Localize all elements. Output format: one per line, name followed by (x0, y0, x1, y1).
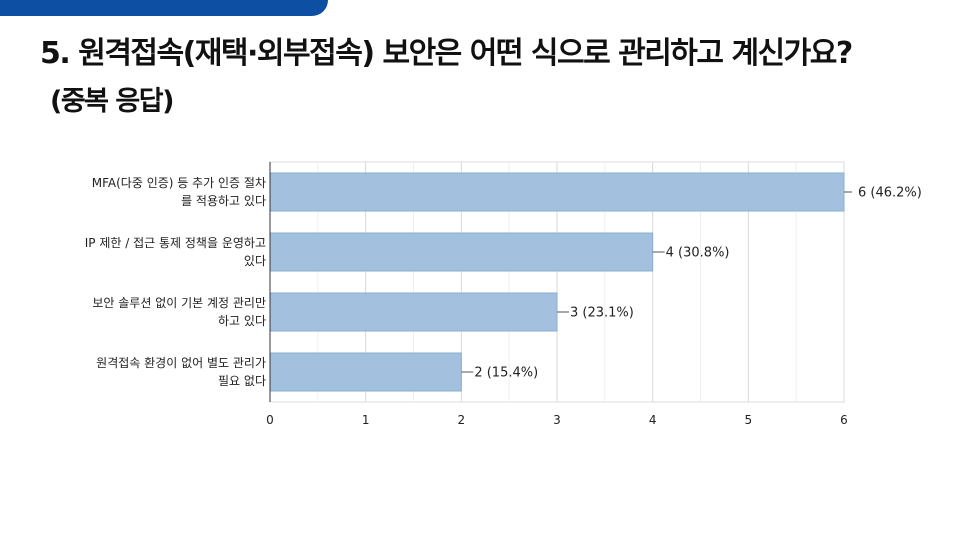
category-label: IP 제한 / 접근 통제 정책을 운영하고 (85, 235, 266, 250)
slide-subtitle: (중복 응답) (50, 86, 174, 117)
bar-value-label: 2 (15.4%) (474, 366, 538, 381)
bar-value-label: 3 (23.1%) (570, 306, 634, 321)
bar-value-label: 6 (46.2%) (858, 186, 922, 201)
slide-title: 5. 원격접속(재택·외부접속) 보안은 어떤 식으로 관리하고 계신가요? (40, 36, 853, 71)
x-tick-label: 1 (362, 413, 370, 427)
bar (269, 292, 558, 332)
category-label: 를 적용하고 있다 (181, 194, 266, 208)
bar (269, 232, 654, 272)
x-tick-label: 6 (840, 413, 848, 427)
category-label: 원격접속 환경이 없어 별도 관리가 (96, 356, 266, 370)
category-label: 필요 없다 (218, 374, 266, 388)
bar-value-label: 4 (30.8%) (666, 246, 730, 261)
x-tick-label: 2 (458, 413, 466, 427)
header-accent-bar (0, 0, 328, 16)
bar (269, 172, 845, 212)
x-tick-label: 3 (553, 413, 561, 427)
category-label: 보안 솔루션 없이 기본 계정 관리만 (92, 296, 266, 310)
category-label: 하고 있다 (218, 314, 266, 328)
x-tick-label: 0 (266, 413, 274, 427)
x-tick-label: 5 (745, 413, 753, 427)
category-label: MFA(다중 인증) 등 추가 인증 절차 (92, 176, 266, 190)
bar (269, 352, 462, 392)
x-tick-label: 4 (649, 413, 657, 427)
category-label: 있다 (244, 254, 266, 268)
